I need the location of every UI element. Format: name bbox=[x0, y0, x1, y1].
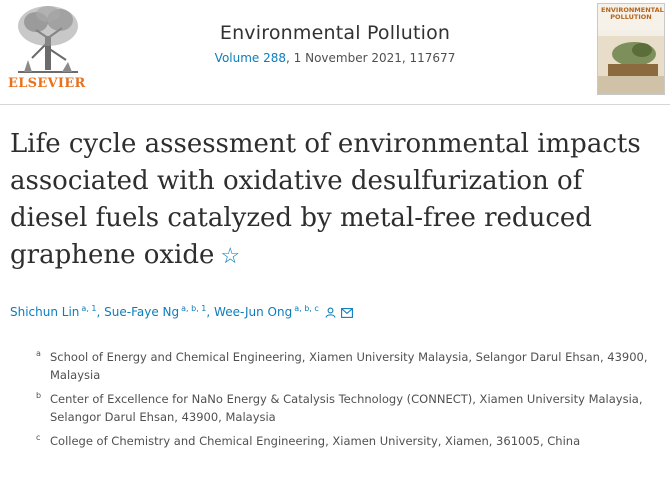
affiliation-text: College of Chemistry and Chemical Engine… bbox=[50, 434, 581, 448]
cover-image bbox=[598, 36, 664, 94]
journal-cover-thumbnail[interactable]: ENVIRONMENTAL POLLUTION bbox=[597, 3, 665, 95]
cover-title: ENVIRONMENTAL POLLUTION bbox=[601, 6, 664, 21]
author-affiliation-sup: a, b, c bbox=[294, 304, 319, 313]
cover-band bbox=[598, 4, 664, 30]
journal-issue: Volume 288, 1 November 2021, 117677 bbox=[120, 51, 550, 65]
journal-title-link[interactable]: Environmental Pollution bbox=[219, 22, 451, 44]
author-name: Wee-Jun Ong bbox=[214, 305, 293, 319]
article-header: ELSEVIER Environmental Pollution Volume … bbox=[0, 0, 670, 106]
author-name: Sue-Faye Ng bbox=[104, 305, 180, 319]
envelope-icon[interactable] bbox=[341, 308, 354, 318]
affiliation-item: c College of Chemistry and Chemical Engi… bbox=[36, 432, 656, 450]
star-icon[interactable]: ☆ bbox=[220, 244, 241, 269]
author-separator: , bbox=[96, 305, 101, 319]
author-link[interactable]: Wee-Jun Ong a, b, c bbox=[214, 304, 319, 319]
article-title-text: Life cycle assessment of environmental i… bbox=[10, 129, 641, 270]
affiliation-item: b Center of Excellence for NaNo Energy &… bbox=[36, 390, 656, 426]
author-link[interactable]: Sue-Faye Ng a, b, 1 bbox=[104, 304, 207, 319]
affiliations: a School of Energy and Chemical Engineer… bbox=[36, 348, 656, 456]
issue-info: , 1 November 2021, 117677 bbox=[286, 51, 456, 65]
elsevier-wordmark: ELSEVIER bbox=[8, 76, 86, 91]
affiliation-item: a School of Energy and Chemical Engineer… bbox=[36, 348, 656, 384]
journal-info: Environmental Pollution Volume 288, 1 No… bbox=[120, 22, 550, 65]
author-affiliation-sup: a, 1 bbox=[81, 304, 97, 313]
affiliation-label: b bbox=[36, 391, 42, 400]
affiliation-text: School of Energy and Chemical Engineerin… bbox=[50, 350, 648, 382]
header-divider bbox=[0, 104, 670, 105]
journal-title[interactable]: Environmental Pollution bbox=[120, 22, 550, 44]
author-affiliation-sup: a, b, 1 bbox=[181, 304, 207, 313]
author-name: Shichun Lin bbox=[10, 305, 80, 319]
affiliation-label: c bbox=[36, 433, 41, 442]
elsevier-logo[interactable]: ELSEVIER bbox=[6, 2, 90, 94]
person-icon[interactable] bbox=[325, 307, 336, 318]
affiliation-label: a bbox=[36, 349, 41, 358]
article-title: Life cycle assessment of environmental i… bbox=[10, 126, 660, 275]
volume-link[interactable]: Volume 288 bbox=[214, 51, 287, 65]
elsevier-tree-icon bbox=[18, 6, 78, 73]
author-separator: , bbox=[206, 305, 211, 319]
affiliation-text: Center of Excellence for NaNo Energy & C… bbox=[50, 392, 643, 424]
author-list: Shichun Lin a, 1, Sue-Faye Ng a, b, 1, Wee… bbox=[10, 304, 354, 319]
author-link[interactable]: Shichun Lin a, 1 bbox=[10, 304, 97, 319]
